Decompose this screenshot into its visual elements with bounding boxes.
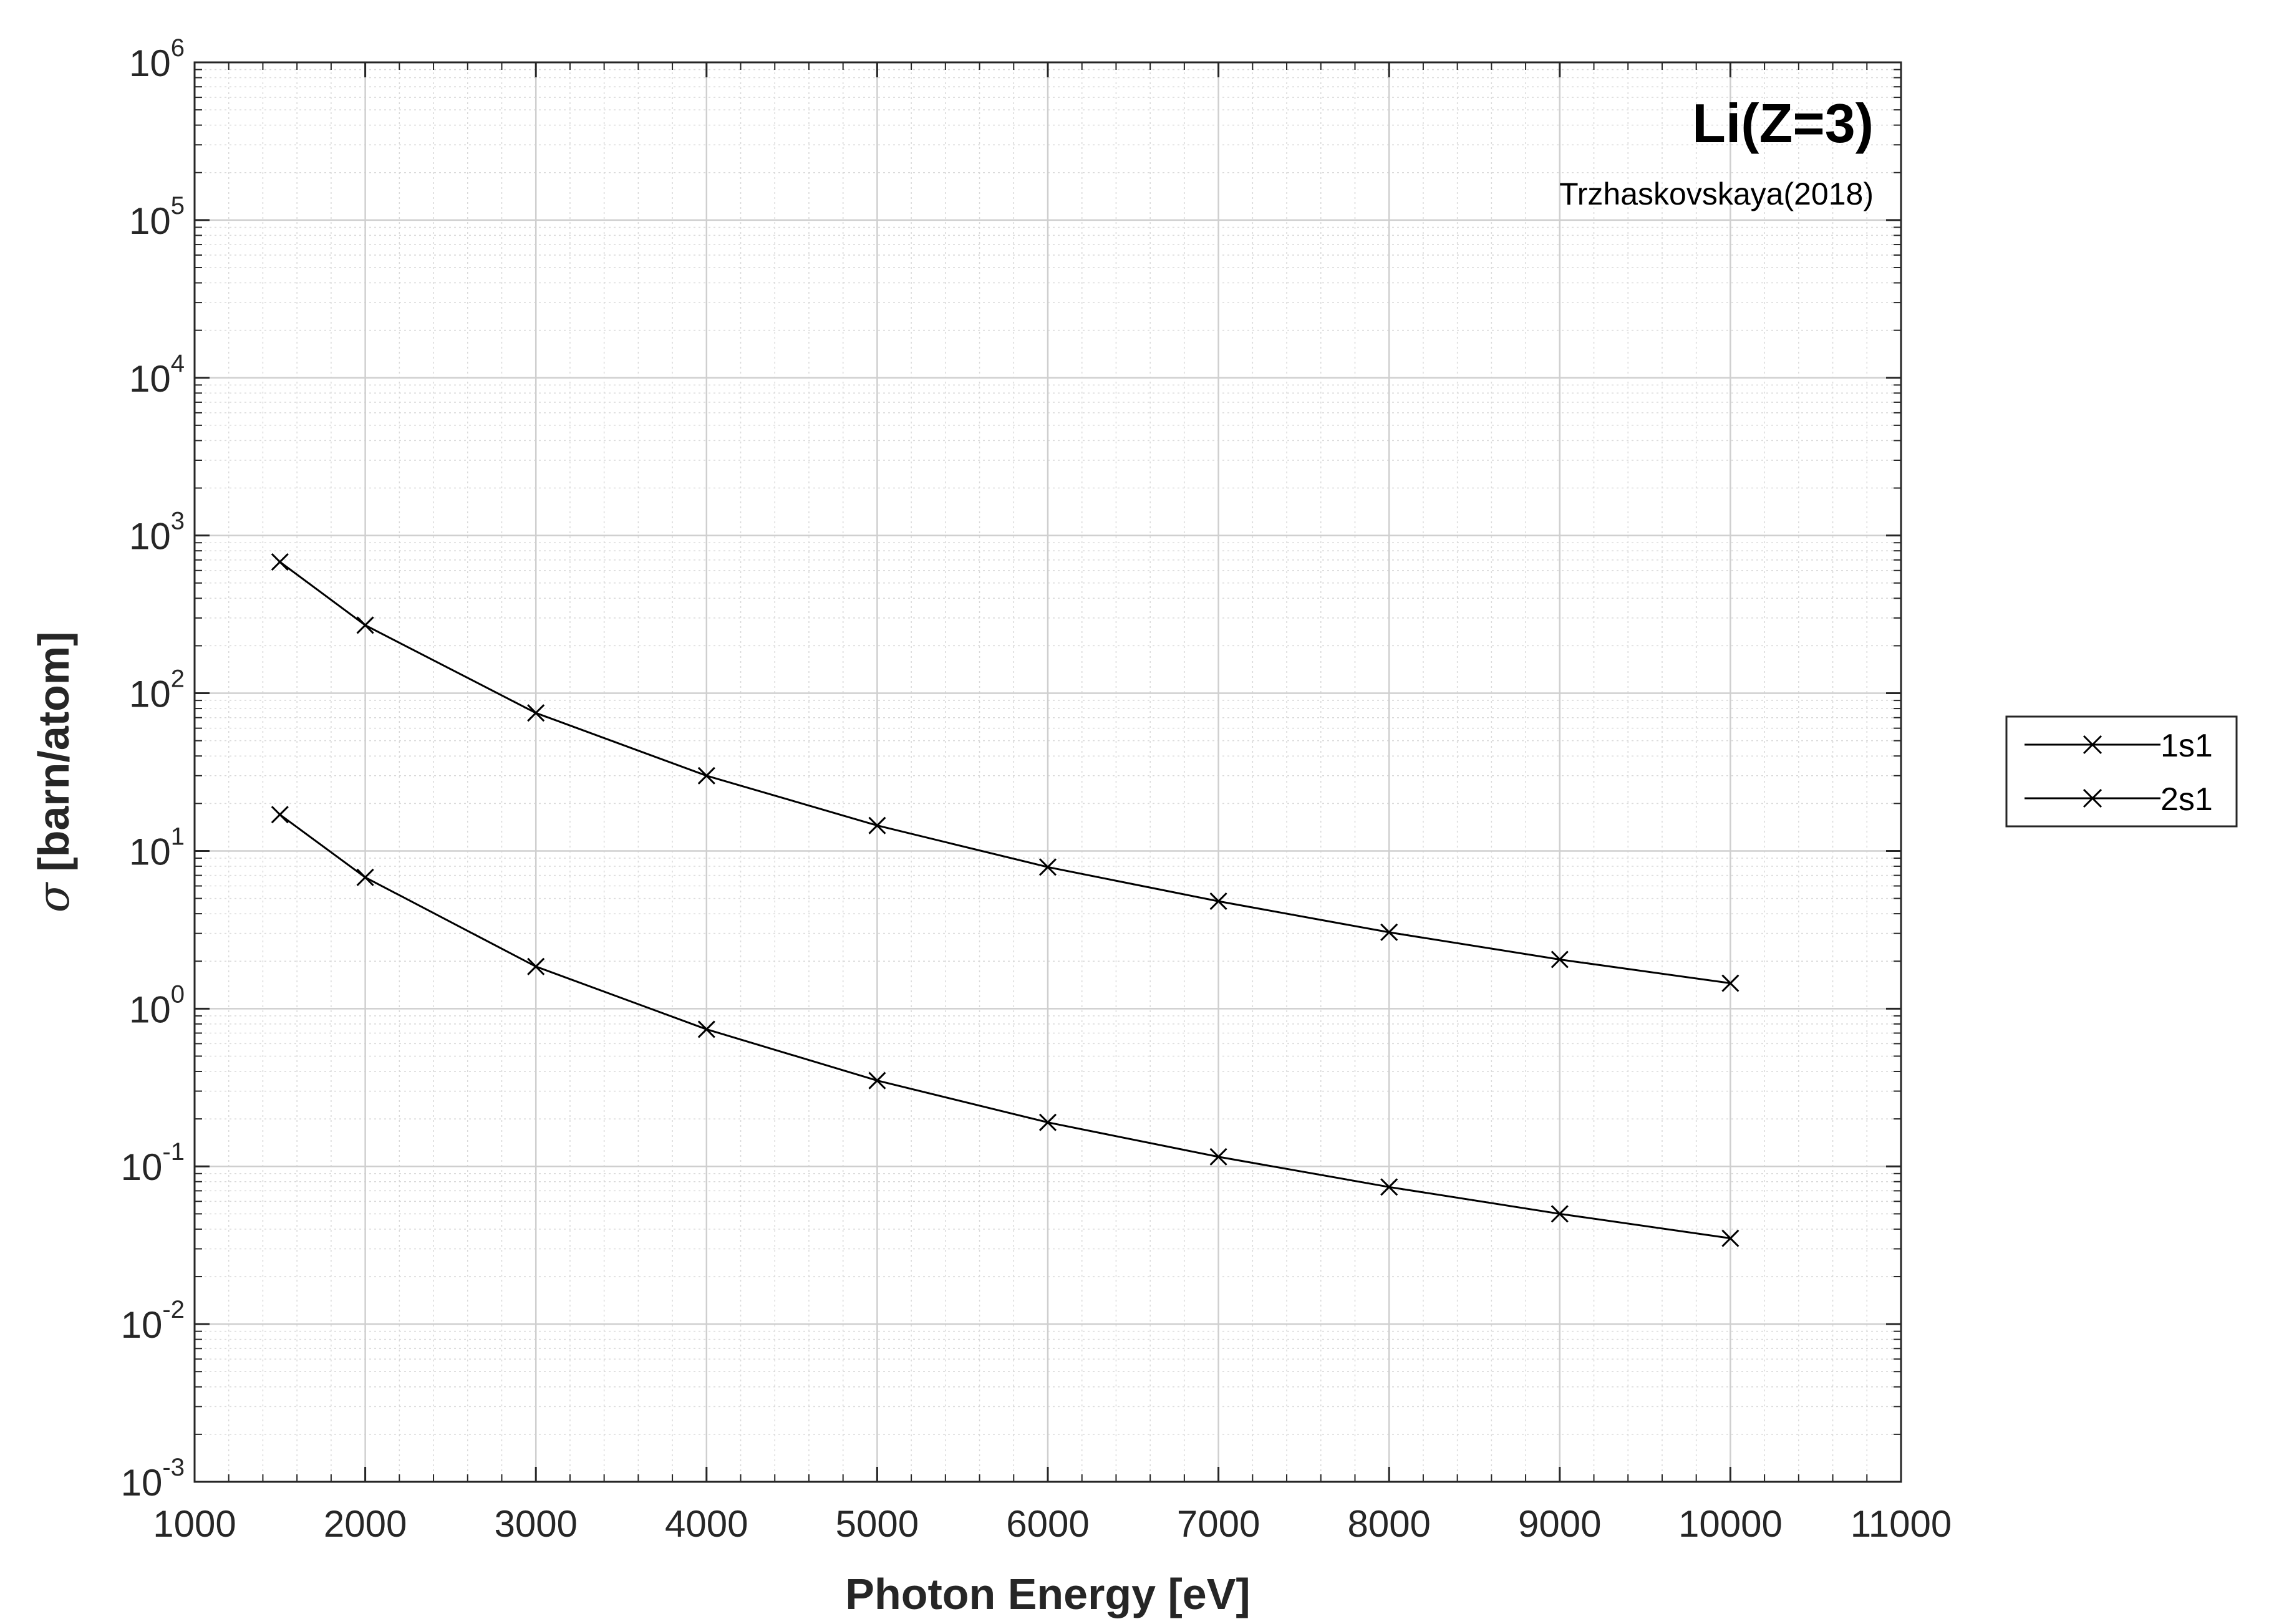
y-tick-label: 102 [129,665,185,715]
series-layer [271,553,1739,1247]
y-tick-label: 104 [129,350,185,400]
y-tick-label: 101 [129,823,185,872]
x-tick-labels: 1000 2000 3000 4000 5000 6000 7000 8000 9000 1000… [153,1503,1952,1545]
legend-label-2s1: 2s1 [2160,781,2213,818]
legend-marker-2s1 [2083,788,2102,808]
y-tick-label: 10-3 [121,1454,185,1504]
y-tick-label: 103 [129,508,185,558]
y-tick-labels: 10-3 10-2 10-1 100 101 102 103 104 105 106 [121,34,185,1504]
data-point-2s1 [356,868,374,886]
legend-label-1s1: 1s1 [2160,728,2213,764]
axis-ticks [193,61,1902,1483]
data-point-2s1 [271,806,289,824]
series-line-1s1 [279,561,1731,984]
x-tick-label: 7000 [1177,1503,1260,1545]
legend-marker-1s1 [2083,735,2102,755]
data-point-1s1 [271,553,289,571]
chart-title: Li(Z=3) [1692,92,1874,154]
data-point-2s1 [1038,1113,1057,1131]
data-point-2s1 [1380,1178,1398,1196]
data-point-2s1 [697,1020,715,1038]
data-point-2s1 [527,957,545,975]
legend-box [2005,715,2238,828]
x-tick-label: 3000 [494,1503,577,1545]
x-tick-label: 5000 [836,1503,919,1545]
y-axis-unit: [barn/atom] [29,632,78,872]
data-point-2s1 [1551,1205,1569,1223]
x-tick-label: 4000 [665,1503,748,1545]
x-tick-label: 8000 [1347,1503,1430,1545]
data-point-1s1 [697,766,715,785]
data-point-2s1 [1721,1229,1739,1247]
data-point-1s1 [1038,858,1057,876]
data-point-2s1 [1209,1148,1227,1166]
x-tick-label: 1000 [153,1503,236,1545]
data-point-1s1 [1551,950,1569,969]
y-tick-label: 10-2 [121,1296,185,1346]
data-point-1s1 [1209,892,1227,911]
y-tick-label: 10-1 [121,1138,185,1188]
data-point-1s1 [1380,923,1398,941]
legend: 1s1 2s1 [2005,715,2238,828]
chart-subtitle: Trzhaskovskaya(2018) [1559,176,1874,211]
y-tick-label: 106 [129,34,185,84]
data-point-1s1 [1721,974,1739,992]
data-point-1s1 [356,616,374,634]
series-line-2s1 [279,813,1731,1239]
data-point-1s1 [868,816,886,834]
x-axis-label: Photon Energy [eV] [845,1570,1250,1618]
data-point-2s1 [868,1071,886,1090]
y-tick-label: 105 [129,192,185,242]
x-tick-label: 2000 [324,1503,407,1545]
data-point-1s1 [527,704,545,722]
y-axis-label: σ [barn/atom] [28,632,79,913]
x-tick-label: 10000 [1678,1503,1783,1545]
x-tick-label: 11000 [1851,1503,1952,1545]
y-axis-symbol: σ [28,881,79,912]
x-tick-label: 6000 [1006,1503,1089,1545]
x-tick-label: 9000 [1518,1503,1601,1545]
y-tick-label: 100 [129,980,185,1030]
